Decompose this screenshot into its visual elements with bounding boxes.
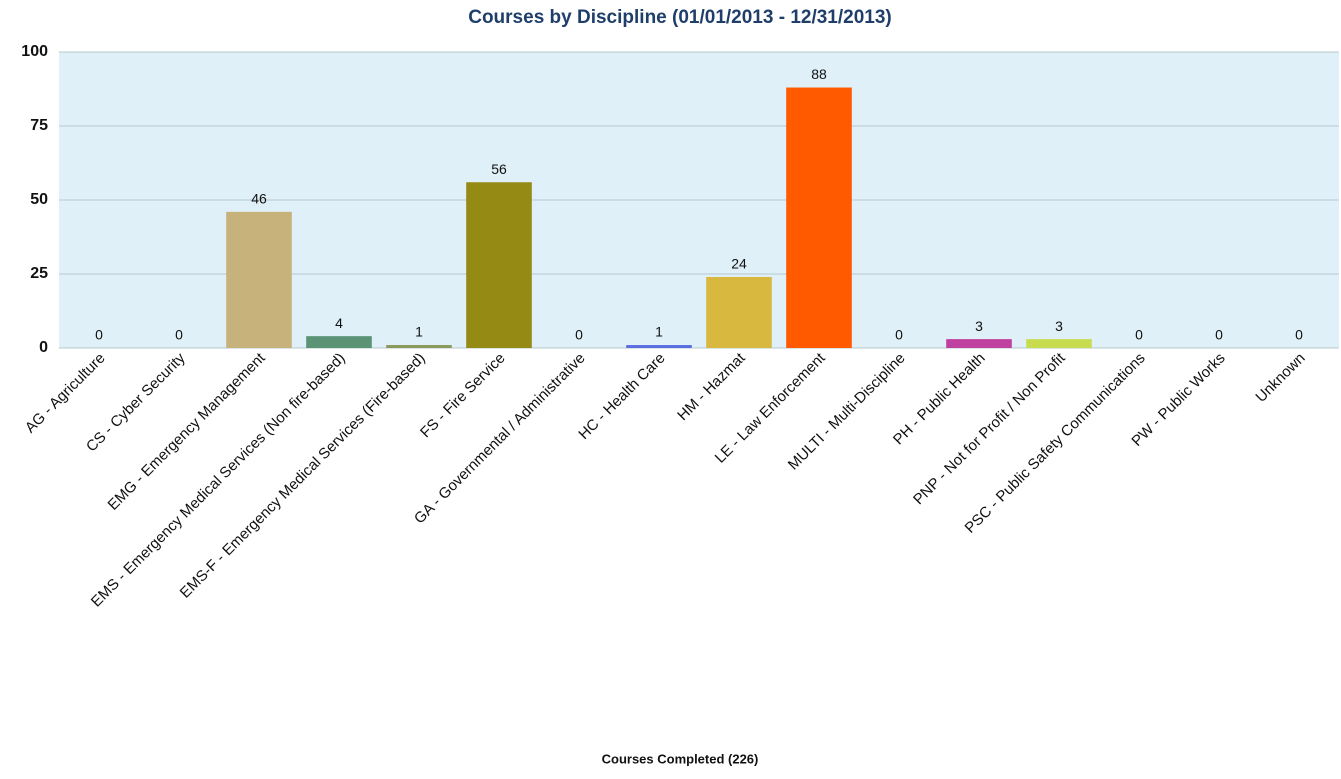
- data-label: 3: [975, 318, 983, 334]
- y-tick-label: 50: [30, 191, 48, 208]
- data-label: 1: [655, 324, 663, 340]
- data-label: 88: [811, 66, 827, 82]
- data-label: 56: [491, 161, 507, 177]
- y-tick-label: 0: [39, 339, 48, 356]
- bar: [386, 345, 452, 348]
- x-tick-label: GA - Governmental / Administrative: [411, 350, 589, 528]
- data-label: 0: [1295, 327, 1303, 343]
- y-tick-label: 25: [30, 265, 48, 282]
- bar: [306, 336, 372, 348]
- data-label: 3: [1055, 318, 1063, 334]
- bar: [706, 276, 772, 348]
- data-label: 4: [335, 315, 343, 331]
- data-label: 0: [1215, 327, 1223, 343]
- x-axis-label: Courses Completed (226): [602, 751, 759, 766]
- chart-title: Courses by Discipline (01/01/2013 - 12/3…: [468, 7, 892, 28]
- bar: [1026, 339, 1092, 348]
- bar: [626, 345, 692, 348]
- bar: [946, 339, 1012, 348]
- x-tick-label: PNP - Not for Profit / Non Profit: [910, 349, 1069, 508]
- bar: [786, 87, 852, 349]
- y-tick-label: 75: [30, 117, 48, 134]
- data-label: 0: [1135, 327, 1143, 343]
- x-tick-label: PSC - Public Safety Communications: [962, 350, 1149, 537]
- x-tick-label: AG - Agriculture: [22, 350, 109, 437]
- y-tick-label: 100: [21, 43, 48, 60]
- bar: [466, 182, 532, 348]
- data-label: 46: [251, 191, 267, 207]
- x-tick-label: EMG - Emergency Management: [105, 349, 270, 514]
- data-label: 1: [415, 324, 423, 340]
- bar: [226, 211, 292, 348]
- data-label: 0: [95, 327, 103, 343]
- x-tick-label: FS - Fire Service: [417, 350, 509, 442]
- x-tick-label: HM - Hazmat: [674, 349, 749, 424]
- x-tick-label: Unknown: [1252, 350, 1308, 406]
- data-label: 0: [575, 327, 583, 343]
- x-tick-label: HC - Health Care: [575, 350, 668, 443]
- data-label: 0: [895, 327, 903, 343]
- data-label: 0: [175, 327, 183, 343]
- data-label: 24: [731, 256, 747, 272]
